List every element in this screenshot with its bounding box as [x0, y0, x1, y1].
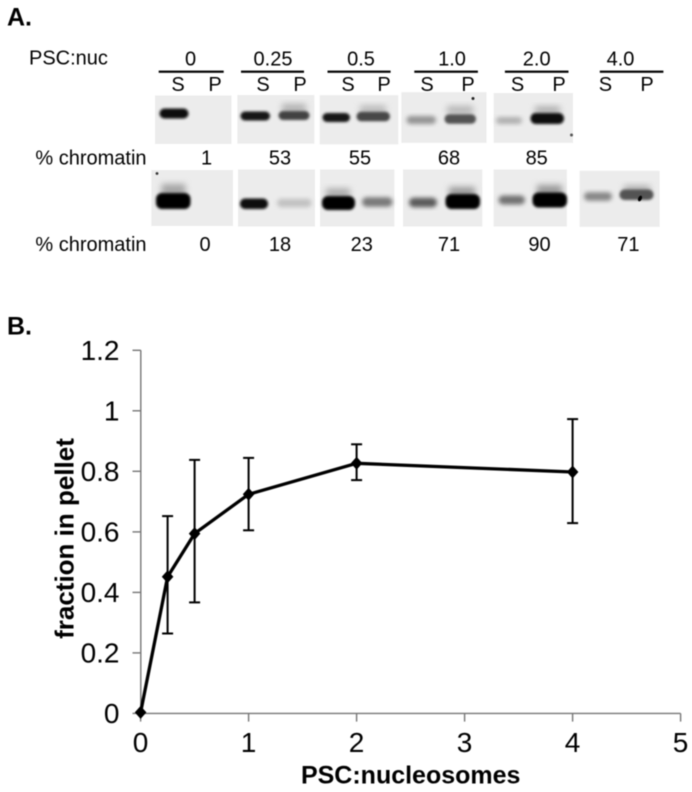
- svg-text:P: P: [208, 74, 221, 96]
- svg-text:0.8: 0.8: [81, 456, 120, 487]
- svg-text:53: 53: [269, 147, 291, 169]
- svg-text:S: S: [420, 74, 433, 96]
- svg-text:55: 55: [349, 147, 371, 169]
- svg-text:2.0: 2.0: [523, 49, 551, 71]
- svg-text:1: 1: [241, 727, 257, 758]
- svg-text:PSC:nuc: PSC:nuc: [29, 48, 108, 70]
- svg-text:1: 1: [201, 147, 212, 169]
- svg-text:fraction in pellet: fraction in pellet: [50, 438, 80, 639]
- svg-text:1: 1: [104, 396, 120, 427]
- svg-text:P: P: [293, 74, 306, 96]
- svg-text:71: 71: [617, 234, 639, 256]
- svg-text:S: S: [171, 74, 184, 96]
- svg-text:1.0: 1.0: [438, 49, 466, 71]
- svg-text:0: 0: [133, 727, 149, 758]
- svg-text:85: 85: [526, 147, 548, 169]
- svg-text:B.: B.: [7, 313, 32, 341]
- svg-text:S: S: [256, 74, 269, 96]
- svg-text:3: 3: [457, 727, 473, 758]
- svg-text:18: 18: [269, 234, 291, 256]
- svg-text:% chromatin: % chromatin: [35, 147, 146, 169]
- svg-text:0.4: 0.4: [81, 577, 120, 608]
- svg-text:0.2: 0.2: [81, 638, 120, 669]
- svg-text:0: 0: [199, 234, 210, 256]
- svg-text:0.5: 0.5: [347, 49, 375, 71]
- svg-text:23: 23: [351, 234, 373, 256]
- svg-text:2: 2: [349, 727, 365, 758]
- svg-text:0: 0: [185, 49, 196, 71]
- svg-text:71: 71: [438, 234, 460, 256]
- svg-text:5: 5: [673, 727, 689, 758]
- svg-text:0: 0: [104, 698, 120, 729]
- svg-text:P: P: [640, 74, 653, 96]
- svg-text:90: 90: [528, 234, 550, 256]
- svg-text:% chromatin: % chromatin: [35, 234, 146, 256]
- svg-text:4.0: 4.0: [607, 49, 635, 71]
- svg-text:P: P: [377, 74, 390, 96]
- svg-text:1.2: 1.2: [81, 335, 120, 366]
- svg-text:P: P: [552, 74, 565, 96]
- svg-text:S: S: [511, 74, 524, 96]
- svg-text:PSC:nucleosomes: PSC:nucleosomes: [301, 762, 521, 790]
- svg-text:4: 4: [565, 727, 581, 758]
- svg-text:0.25: 0.25: [254, 49, 293, 71]
- svg-text:S: S: [599, 74, 612, 96]
- svg-text:68: 68: [438, 147, 460, 169]
- svg-text:S: S: [341, 74, 354, 96]
- svg-text:A.: A.: [7, 4, 32, 32]
- svg-text:P: P: [461, 74, 474, 96]
- svg-text:0.6: 0.6: [81, 517, 120, 548]
